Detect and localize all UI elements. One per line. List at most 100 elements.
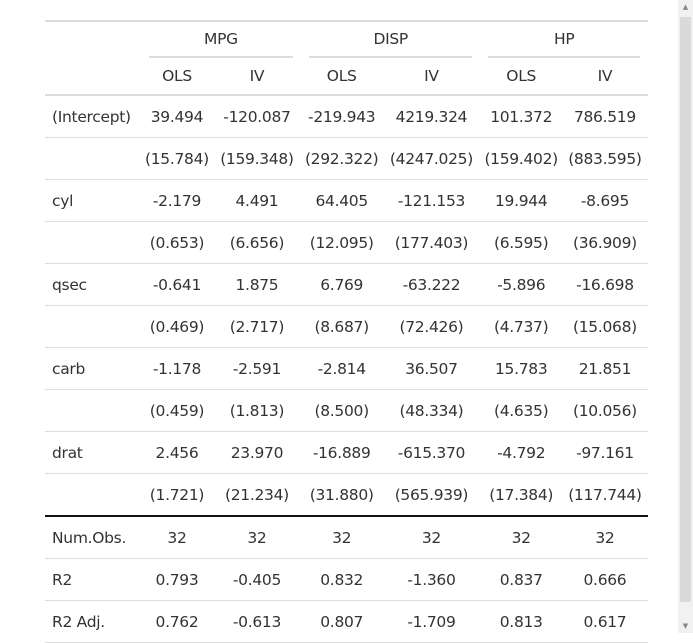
model-header: IV: [212, 58, 301, 96]
table-cell: -5.896: [480, 263, 562, 306]
coef-row: carb -1.178 -2.591 -2.814 36.507 15.783 21.851: [45, 347, 648, 390]
table-cell: 32: [212, 515, 301, 559]
row-label: drat: [45, 431, 141, 474]
table-cell: 1.875: [212, 263, 301, 306]
coef-row: drat 2.456 23.970 -16.889 -615.370 -4.792 -97.…: [45, 431, 648, 474]
table-cell: (15.068): [561, 305, 648, 348]
scroll-down-icon[interactable]: ▼: [682, 622, 689, 630]
table-cell: 4219.324: [382, 95, 481, 138]
table-cell: -1.709: [382, 600, 481, 643]
vertical-scrollbar[interactable]: ▲ ▼: [678, 0, 693, 633]
table-cell: (117.744): [561, 473, 648, 517]
scrollbar-thumb[interactable]: [680, 17, 691, 602]
empty-header: [45, 58, 141, 96]
group-header-row: MPG DISP HP: [45, 20, 648, 58]
table-cell: (21.234): [212, 473, 301, 517]
table-cell: -16.889: [300, 431, 383, 474]
table-cell: (8.687): [300, 305, 383, 348]
scroll-up-icon[interactable]: ▲: [682, 3, 689, 11]
table-cell: (0.459): [141, 389, 213, 432]
table-cell: 21.851: [561, 347, 648, 390]
table-cell: 64.405: [300, 179, 383, 222]
row-label: qsec: [45, 263, 141, 306]
table-cell: -0.641: [141, 263, 213, 306]
row-label: R2 Adj.: [45, 600, 141, 643]
stat-row: Num.Obs. 32 32 32 32 32 32: [45, 515, 648, 559]
row-label: carb: [45, 347, 141, 390]
model-header-row: OLS IV OLS IV OLS IV: [45, 58, 648, 96]
table-cell: (6.656): [212, 221, 301, 264]
table-cell: (48.334): [382, 389, 481, 432]
coef-row: (Intercept) 39.494 -120.087 -219.943 4219.32…: [45, 95, 648, 138]
se-row: (15.784) (159.348) (292.322) (4247.025) (159…: [45, 137, 648, 180]
table-cell: (4247.025): [382, 137, 481, 180]
table-cell: -615.370: [382, 431, 481, 474]
table-cell: (4.737): [480, 305, 562, 348]
table-cell: 0.762: [141, 600, 213, 643]
se-row: (1.721) (21.234) (31.880) (565.939) (17.384)…: [45, 473, 648, 517]
table-cell: 2.456: [141, 431, 213, 474]
table-cell: -4.792: [480, 431, 562, 474]
table-cell: -219.943: [300, 95, 383, 138]
group-header: MPG: [141, 20, 301, 58]
table-cell: 39.494: [141, 95, 213, 138]
table-cell: (2.717): [212, 305, 301, 348]
table-cell: 786.519: [561, 95, 648, 138]
table-cell: (159.402): [480, 137, 562, 180]
table-cell: -0.405: [212, 558, 301, 601]
group-header: HP: [480, 20, 648, 58]
stat-row: R2 0.793 -0.405 0.832 -1.360 0.837 0.666: [45, 558, 648, 601]
table-cell: 6.769: [300, 263, 383, 306]
table-cell: 0.837: [480, 558, 562, 601]
row-label: [45, 389, 141, 432]
table-cell: (12.095): [300, 221, 383, 264]
table-cell: -120.087: [212, 95, 301, 138]
table-cell: 32: [141, 515, 213, 559]
table-cell: -8.695: [561, 179, 648, 222]
table-cell: 0.807: [300, 600, 383, 643]
row-label: cyl: [45, 179, 141, 222]
table-cell: (0.469): [141, 305, 213, 348]
table-cell: 32: [382, 515, 481, 559]
model-header: OLS: [141, 58, 213, 96]
table-cell: 32: [300, 515, 383, 559]
table-cell: 0.813: [480, 600, 562, 643]
table-cell: 4.491: [212, 179, 301, 222]
table-cell: 23.970: [212, 431, 301, 474]
row-label: R2: [45, 558, 141, 601]
se-row: (0.653) (6.656) (12.095) (177.403) (6.595) (3…: [45, 221, 648, 264]
table-cell: (883.595): [561, 137, 648, 180]
row-label: [45, 305, 141, 348]
table-cell: -0.613: [212, 600, 301, 643]
table-cell: -97.161: [561, 431, 648, 474]
table-cell: (17.384): [480, 473, 562, 517]
group-header: DISP: [300, 20, 481, 58]
table-cell: 101.372: [480, 95, 562, 138]
model-header: OLS: [300, 58, 383, 96]
table-cell: 0.832: [300, 558, 383, 601]
table-cell: (177.403): [382, 221, 481, 264]
table-cell: 0.666: [561, 558, 648, 601]
table-cell: -121.153: [382, 179, 481, 222]
table-cell: 0.793: [141, 558, 213, 601]
table-cell: 0.617: [561, 600, 648, 643]
se-row: (0.469) (2.717) (8.687) (72.426) (4.737) (15.…: [45, 305, 648, 348]
table-cell: (8.500): [300, 389, 383, 432]
table-cell: -1.178: [141, 347, 213, 390]
table-cell: (31.880): [300, 473, 383, 517]
coef-row: cyl -2.179 4.491 64.405 -121.153 19.944 -8.695: [45, 179, 648, 222]
table-cell: -2.591: [212, 347, 301, 390]
se-row: (0.459) (1.813) (8.500) (48.334) (4.635) (10.…: [45, 389, 648, 432]
table-cell: 19.944: [480, 179, 562, 222]
row-label: [45, 221, 141, 264]
table-cell: (0.653): [141, 221, 213, 264]
table-cell: (15.784): [141, 137, 213, 180]
table-cell: (4.635): [480, 389, 562, 432]
table-cell: -1.360: [382, 558, 481, 601]
table-cell: -2.814: [300, 347, 383, 390]
row-label: [45, 473, 141, 517]
table-cell: 32: [561, 515, 648, 559]
table-cell: (6.595): [480, 221, 562, 264]
regression-table: MPG DISP HP OLS IV OLS IV OLS IV (Intercept) 3…: [45, 20, 648, 643]
model-header: OLS: [480, 58, 562, 96]
